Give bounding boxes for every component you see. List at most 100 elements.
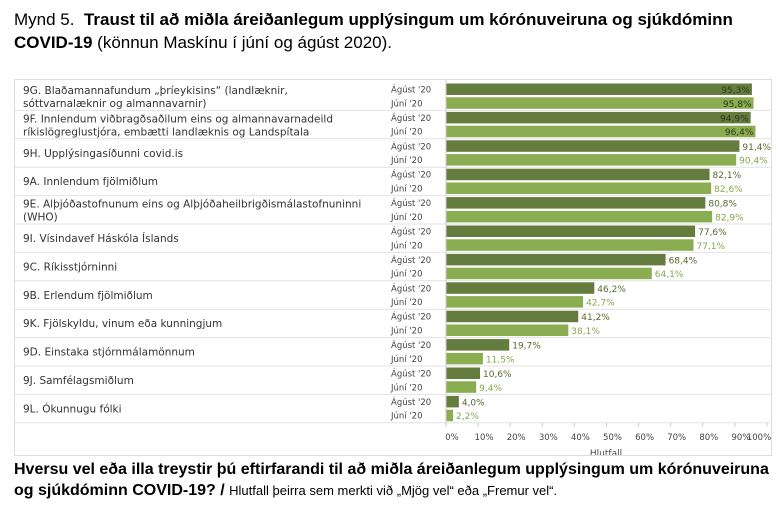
data-label: 95,3% xyxy=(721,86,750,96)
series-label: Ágúst '20 xyxy=(391,226,431,238)
category-label: 9A. Innlendum fjölmiðlum xyxy=(23,176,158,188)
data-label: 82,1% xyxy=(713,171,742,181)
data-label: 10,6% xyxy=(483,370,512,380)
data-label: 77,6% xyxy=(698,228,727,238)
data-label: 80,8% xyxy=(708,200,737,210)
figure-title: Mynd 5. Traust til að miðla áreiðanlegum… xyxy=(14,8,774,54)
bar xyxy=(446,239,694,251)
series-label: Ágúst '20 xyxy=(391,140,431,152)
data-label: 38,1% xyxy=(571,327,600,337)
x-tick-label: 30% xyxy=(539,433,558,443)
data-label: 46,2% xyxy=(597,285,626,295)
data-label: 94,9% xyxy=(720,114,749,124)
bar xyxy=(446,282,595,294)
x-tick-label: 100% xyxy=(747,433,771,443)
series-label: Júní '20 xyxy=(390,185,423,195)
series-label: Ágúst '20 xyxy=(391,368,431,380)
bar xyxy=(446,182,712,194)
bar-chart: 9G. Blaðamannafundum „þríeykisins“ (land… xyxy=(15,80,771,455)
question-note: Hlutfall þeirra sem merkti við „Mjög vel… xyxy=(229,483,558,498)
x-tick-label: 90% xyxy=(731,433,750,443)
data-label: 2,2% xyxy=(456,412,479,422)
category-label: 9G. Blaðamannafundum „þríeykisins“ (land… xyxy=(23,85,288,110)
series-label: Júní '20 xyxy=(390,383,423,393)
x-tick-label: 0% xyxy=(445,433,459,443)
series-label: Ágúst '20 xyxy=(391,84,431,96)
bar xyxy=(446,210,713,223)
figure-subtitle: (könnun Maskínu í júní og ágúst 2020). xyxy=(97,33,393,52)
x-tick-label: 70% xyxy=(667,433,686,443)
series-label: Júní '20 xyxy=(390,99,423,109)
bar xyxy=(446,409,454,422)
bar xyxy=(446,381,477,393)
bar xyxy=(446,267,652,280)
data-label: 42,7% xyxy=(586,299,615,309)
series-label: Ágúst '20 xyxy=(391,339,431,351)
series-label: Júní '20 xyxy=(390,298,423,308)
series-label: Júní '20 xyxy=(390,270,423,280)
bar xyxy=(446,83,752,95)
series-label: Júní '20 xyxy=(390,412,423,422)
data-label: 64,1% xyxy=(655,270,684,280)
bar xyxy=(446,367,481,379)
x-tick-label: 50% xyxy=(603,433,622,443)
bar xyxy=(446,168,710,181)
category-label: 9E. Alþjóðastofnunum eins og Alþjóðaheil… xyxy=(23,199,361,224)
x-tick-label: 20% xyxy=(507,433,526,443)
data-label: 41,2% xyxy=(581,313,610,323)
x-tick-label: 80% xyxy=(699,433,718,443)
category-label: 9B. Erlendum fjölmiðlum xyxy=(23,290,153,302)
data-label: 96,4% xyxy=(725,128,754,138)
category-label: 9L. Ókunnugu fólki xyxy=(23,402,122,415)
bar xyxy=(446,125,756,138)
series-label: Ágúst '20 xyxy=(391,112,431,124)
x-tick-label: 10% xyxy=(475,433,494,443)
data-label: 4,0% xyxy=(462,398,485,408)
data-label: 91,4% xyxy=(742,143,771,153)
category-label: 9C. Ríkisstjórninni xyxy=(23,261,117,273)
figure-title-text: Traust til að miðla áreiðanlegum upplýsi… xyxy=(14,10,733,52)
series-label: Ágúst '20 xyxy=(391,282,431,294)
data-label: 9,4% xyxy=(479,384,502,394)
data-label: 95,8% xyxy=(723,100,752,110)
category-label: 9J. Samfélagsmiðlum xyxy=(23,375,134,387)
bar xyxy=(446,352,483,365)
series-label: Ágúst '20 xyxy=(391,254,431,266)
series-label: Ágúst '20 xyxy=(391,197,431,209)
x-tick-label: 40% xyxy=(571,433,590,443)
category-label: 9K. Fjölskyldu, vinum eða kunningjum xyxy=(23,318,222,330)
series-label: Júní '20 xyxy=(390,213,423,223)
x-axis-title: Hlutfall xyxy=(590,449,622,455)
series-label: Júní '20 xyxy=(390,156,423,166)
bar xyxy=(446,324,569,336)
chart-frame: 9G. Blaðamannafundum „þríeykisins“ (land… xyxy=(14,79,772,456)
data-label: 90,4% xyxy=(739,157,768,167)
bar xyxy=(446,395,459,408)
category-label: 9I. Vísindavef Háskóla Íslands xyxy=(23,232,179,245)
data-label: 77,1% xyxy=(696,242,725,252)
series-label: Ágúst '20 xyxy=(391,169,431,181)
series-label: Júní '20 xyxy=(390,327,423,337)
series-label: Júní '20 xyxy=(390,355,423,365)
category-label: 9F. Innlendum viðbragðsaðilum eins og al… xyxy=(23,113,333,138)
series-label: Júní '20 xyxy=(390,128,423,138)
category-label: 9H. Upplýsingasíðunni covid.is xyxy=(23,148,183,160)
bar xyxy=(446,140,740,152)
data-label: 68,4% xyxy=(669,256,698,266)
bar xyxy=(446,197,706,209)
series-label: Júní '20 xyxy=(390,241,423,251)
bar xyxy=(446,225,696,237)
category-label: 9D. Einstaka stjórnmálamönnum xyxy=(23,347,195,359)
data-label: 19,7% xyxy=(512,342,541,352)
bar xyxy=(446,97,754,109)
series-label: Ágúst '20 xyxy=(391,396,431,408)
bar xyxy=(446,296,584,308)
data-label: 11,5% xyxy=(486,355,515,365)
x-tick-label: 60% xyxy=(635,433,654,443)
series-label: Ágúst '20 xyxy=(391,311,431,323)
bar xyxy=(446,253,666,266)
figure-label: Mynd 5. xyxy=(14,10,75,29)
bar xyxy=(446,339,510,351)
question-separator: / xyxy=(220,482,225,499)
bar xyxy=(446,154,737,166)
